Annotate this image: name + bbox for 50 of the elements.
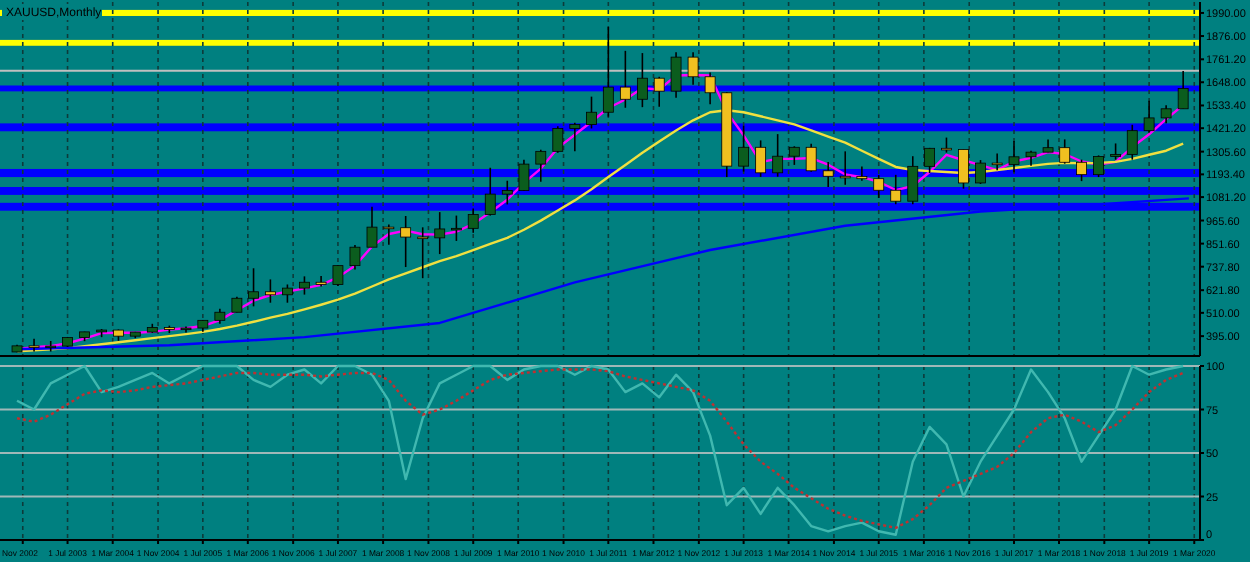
candlestick [636,52,648,108]
candlestick [484,166,496,217]
candlestick [501,179,513,206]
candlestick [805,142,817,173]
candlestick [450,214,462,242]
candlestick [518,159,530,192]
candlestick [738,125,750,173]
candlestick [1059,138,1071,165]
candlestick [1093,154,1104,178]
candlestick [704,71,716,105]
candlestick [400,215,412,268]
candlestick [975,159,986,185]
candlestick [839,150,851,186]
candlestick [434,211,446,255]
candlestick [349,244,361,271]
candlestick [332,264,344,287]
candlestick [991,152,1003,171]
candlestick [552,125,564,154]
candlestick [383,223,395,246]
candlestick [856,165,868,182]
candlestick [586,95,597,130]
candlestick [687,51,699,86]
candlestick [822,161,834,188]
candlestick [1126,124,1138,161]
candlestick [653,75,665,108]
candlestick [282,283,293,304]
candlestick [619,50,631,109]
candlestick [602,26,614,118]
candlestick [788,145,800,166]
candlestick [467,207,479,234]
candlestick [890,174,902,206]
candlestick [417,226,429,279]
candlestick [264,278,276,304]
candlestick [1076,158,1087,182]
candlestick [1160,104,1172,124]
candlestick [248,267,259,308]
candlestick [1008,140,1020,174]
candlestick [958,148,969,190]
candlestick [755,139,767,178]
candlestick [535,148,547,183]
candlestick [670,51,682,99]
candlestick [569,121,581,152]
candlestick [299,275,310,296]
candlestick [1177,70,1189,110]
candlestick [873,174,885,199]
candlestick [1143,99,1155,134]
candlestick [907,155,919,206]
candlestick [924,147,936,174]
candlestick [366,206,378,248]
candlestick [772,133,784,178]
